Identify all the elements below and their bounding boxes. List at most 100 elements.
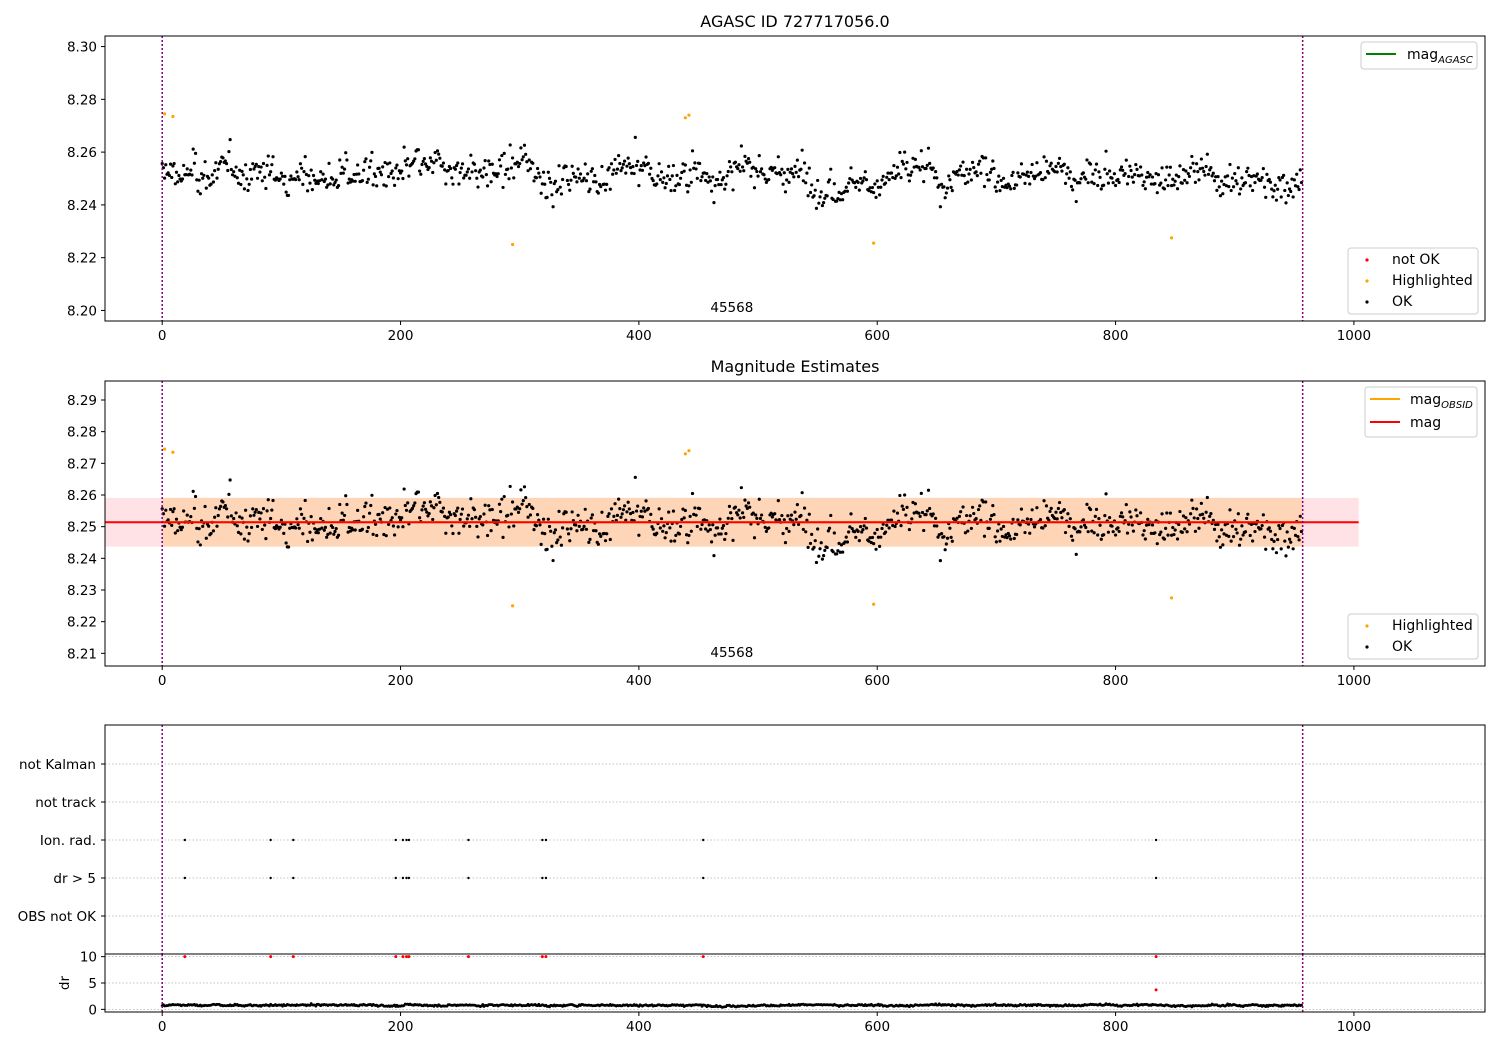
ok-point — [468, 176, 472, 180]
ok-point — [920, 165, 925, 169]
ok-point — [620, 512, 624, 516]
highlighted-point — [1169, 596, 1174, 600]
ok-point — [788, 517, 792, 521]
ok-point — [626, 156, 630, 160]
ok-point — [457, 182, 461, 186]
ok-point — [494, 172, 498, 176]
ok-point — [316, 181, 320, 186]
ok-point — [827, 526, 832, 530]
ok-point — [634, 509, 639, 513]
ok-point — [254, 162, 258, 166]
ok-point — [1222, 182, 1226, 187]
ok-point — [810, 183, 814, 187]
ok-point — [760, 513, 764, 517]
ok-point — [1184, 516, 1188, 520]
ok-point — [443, 514, 447, 518]
ok-point — [1214, 175, 1218, 179]
ok-point — [889, 518, 894, 522]
ok-point — [644, 155, 648, 159]
ok-point — [348, 529, 353, 533]
ok-point — [758, 516, 763, 521]
ok-point — [1233, 172, 1237, 176]
ok-point — [767, 526, 771, 530]
ok-point — [1147, 523, 1151, 527]
ok-point — [559, 192, 564, 196]
ok-point — [294, 526, 298, 530]
ok-point — [1001, 524, 1006, 529]
ok-point — [1221, 192, 1225, 196]
ok-point — [636, 504, 640, 508]
ok-point — [189, 168, 193, 172]
ok-point — [740, 165, 745, 169]
ok-point — [1030, 162, 1034, 167]
ok-point — [657, 507, 661, 511]
ok-point — [576, 513, 580, 517]
ok-point — [640, 168, 645, 172]
ok-point — [1055, 170, 1059, 174]
ok-point — [589, 516, 593, 520]
ok-point — [1283, 188, 1287, 193]
ok-point — [352, 172, 356, 177]
ok-point — [207, 176, 211, 180]
ok-point — [240, 169, 244, 173]
ok-point — [763, 177, 767, 181]
ok-point — [869, 540, 873, 545]
ok-point — [353, 179, 357, 183]
ok-point — [713, 533, 717, 537]
ok-point — [602, 531, 606, 536]
ok-point — [394, 166, 398, 170]
ok-point — [1190, 154, 1194, 159]
ok-point — [446, 168, 450, 173]
ok-point — [286, 545, 291, 549]
ok-point — [966, 180, 970, 184]
ok-point — [546, 517, 550, 521]
ok-point — [247, 532, 251, 536]
ok-point — [649, 166, 653, 170]
ok-point — [384, 184, 388, 188]
ok-point — [789, 167, 794, 171]
ok-point — [1142, 180, 1146, 184]
ok-point — [270, 163, 274, 167]
ok-point — [724, 531, 728, 536]
ok-point — [320, 526, 324, 530]
ok-point — [1102, 183, 1106, 187]
ok-point — [1272, 539, 1276, 544]
ok-point — [1273, 183, 1277, 187]
ok-point — [1210, 174, 1214, 178]
ok-point — [172, 161, 176, 166]
ok-point — [1098, 175, 1102, 179]
ok-point — [991, 504, 995, 508]
ok-point — [182, 163, 186, 168]
ok-point — [370, 493, 374, 497]
ok-point — [600, 510, 604, 514]
ok-point — [907, 527, 912, 532]
x-tick-label: 400 — [626, 1019, 652, 1035]
ok-point — [249, 177, 254, 181]
ok-point — [981, 156, 985, 160]
ok-point — [410, 506, 415, 510]
ok-point — [922, 528, 926, 533]
ok-point — [1111, 530, 1115, 534]
ok-point — [668, 177, 672, 182]
ok-point — [248, 514, 252, 518]
ok-point — [326, 532, 330, 536]
ok-point — [168, 162, 173, 166]
ok-point — [552, 531, 556, 535]
ok-point — [687, 533, 691, 538]
ok-point — [926, 488, 931, 492]
ok-point — [664, 531, 668, 535]
ok-point — [633, 135, 637, 139]
ok-point — [919, 491, 923, 495]
ok-point — [806, 194, 810, 198]
ok-point — [438, 500, 442, 504]
x-tick-label: 1000 — [1337, 328, 1371, 344]
dr-not-ok-point — [405, 955, 409, 959]
ok-point — [502, 494, 506, 499]
ok-point — [972, 511, 976, 516]
y-tick-label: 8.25 — [67, 520, 97, 536]
ok-point — [751, 511, 755, 515]
y-tick-label: 8.20 — [67, 303, 97, 319]
ok-point — [780, 513, 784, 518]
ok-point — [928, 506, 932, 511]
